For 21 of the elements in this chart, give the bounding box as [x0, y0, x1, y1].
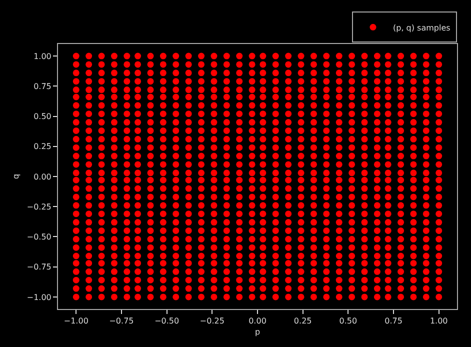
x-axis-title: p: [254, 328, 260, 337]
y-tick-label: 0.50: [34, 112, 52, 122]
x-tick-label: 0.25: [294, 316, 312, 326]
x-tick-label: −0.75: [109, 316, 134, 326]
y-tick-label: −0.75: [26, 262, 52, 272]
y-tick-label: 1.00: [34, 52, 52, 61]
legend-label: (p, q) samples: [393, 23, 450, 32]
y-tick-label: 0.75: [34, 82, 52, 91]
y-tick-label: 0.25: [34, 142, 52, 152]
x-tick-label: 0.50: [339, 316, 358, 326]
y-tick-label: −0.25: [26, 202, 52, 212]
x-tick-label: 1.00: [430, 316, 448, 326]
y-tick-label: −1.00: [26, 292, 52, 302]
y-tick-label: 0.00: [34, 172, 52, 182]
y-tick-label: −0.50: [26, 232, 52, 242]
x-tick-label: −0.25: [200, 316, 224, 326]
x-tick-label: 0.75: [384, 316, 402, 326]
y-axis-title: q: [12, 174, 21, 180]
x-tick-label: −1.00: [64, 316, 88, 326]
x-tick-label: 0.00: [248, 316, 266, 326]
x-tick-label: −0.50: [154, 316, 180, 326]
